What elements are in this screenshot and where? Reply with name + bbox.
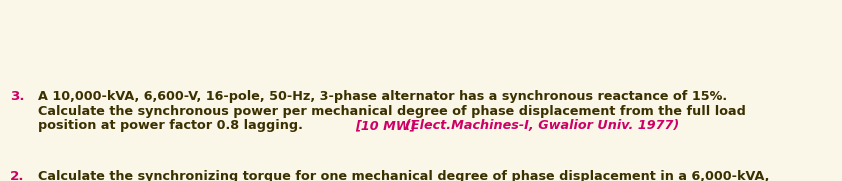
Text: [10 MW]: [10 MW] xyxy=(355,119,420,132)
Text: (Elect.Machines-I, Gwalior Univ. 1977): (Elect.Machines-I, Gwalior Univ. 1977) xyxy=(405,119,679,132)
Text: Calculate the synchronizing torque for one mechanical degree of phase displaceme: Calculate the synchronizing torque for o… xyxy=(38,170,770,181)
Text: Calculate the synchronous power per mechanical degree of phase displacement from: Calculate the synchronous power per mech… xyxy=(38,104,746,117)
Text: position at power factor 0.8 lagging.: position at power factor 0.8 lagging. xyxy=(38,119,303,132)
Text: A 10,000-kVA, 6,600-V, 16-pole, 50-Hz, 3-phase alternator has a synchronous reac: A 10,000-kVA, 6,600-V, 16-pole, 50-Hz, 3… xyxy=(38,90,727,103)
Text: 2.: 2. xyxy=(10,170,24,181)
Text: 3.: 3. xyxy=(10,90,24,103)
